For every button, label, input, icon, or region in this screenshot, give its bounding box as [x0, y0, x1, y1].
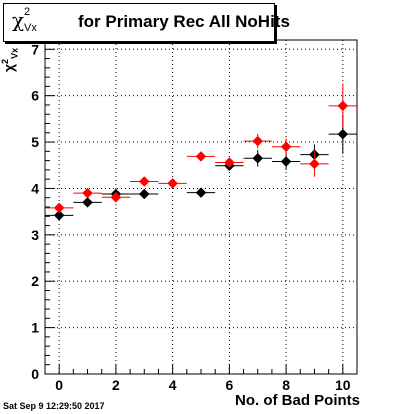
y-axis-label-subscript: Vx — [9, 47, 20, 59]
title-superscript: 2 — [24, 6, 31, 18]
data-series — [45, 84, 357, 221]
chart-title: for Primary Rec All NoHits — [78, 12, 290, 31]
data-point-marker — [53, 202, 65, 214]
y-axis-label-symbol: χ — [0, 63, 17, 72]
y-tick-label: 6 — [31, 88, 39, 104]
data-point-marker — [280, 141, 292, 153]
y-axis-label-superscript: 2 — [0, 58, 10, 64]
data-point-marker — [280, 156, 292, 167]
x-tick-label: 2 — [112, 377, 120, 393]
series-0 — [45, 114, 357, 221]
x-axis-label: No. of Bad Points — [235, 392, 360, 409]
x-tick-label: 8 — [282, 377, 290, 393]
data-point-marker — [82, 197, 93, 208]
x-tick-label: 10 — [335, 377, 351, 393]
title-box: χ 2 Vx for Primary Rec All NoHits — [3, 3, 290, 42]
y-tick-label: 7 — [31, 41, 39, 57]
series-1 — [45, 84, 357, 214]
title-subscript: Vx — [24, 22, 37, 34]
data-point-marker — [252, 152, 264, 164]
y-tick-label: 1 — [31, 320, 39, 336]
y-axis-label: χ2Vx — [0, 46, 30, 72]
data-point-marker — [138, 176, 150, 187]
data-point-marker — [224, 157, 235, 168]
data-point-marker — [195, 187, 207, 198]
timestamp: Sat Sep 9 12:29:50 2017 — [3, 401, 105, 411]
x-tick-label: 0 — [55, 377, 63, 393]
data-point-marker — [195, 151, 207, 162]
y-tick-label: 5 — [31, 134, 39, 150]
y-tick-label: 3 — [31, 227, 39, 243]
data-point-marker — [138, 188, 150, 200]
data-point-marker — [252, 135, 264, 147]
y-tick-label: 0 — [31, 366, 39, 382]
data-point-marker — [110, 191, 122, 203]
x-tick-label: 6 — [225, 377, 233, 393]
data-point-marker — [53, 209, 65, 221]
data-point-marker — [82, 187, 93, 199]
data-point-marker — [309, 158, 320, 170]
title-chi-symbol: χ 2 Vx — [12, 6, 37, 34]
axis-tick-labels: 0 2 4 6 8 10 0 1 2 3 4 5 6 7 — [31, 41, 351, 393]
data-point-marker — [337, 100, 349, 112]
title-chi-letter: χ — [12, 8, 25, 32]
x-tick-label: 4 — [169, 377, 177, 393]
plot-frame — [44, 39, 358, 375]
data-point-marker — [337, 128, 349, 140]
data-point-marker — [167, 177, 178, 189]
y-tick-label: 2 — [31, 273, 39, 289]
y-tick-label: 4 — [31, 180, 39, 196]
axis-ticks — [44, 39, 358, 375]
